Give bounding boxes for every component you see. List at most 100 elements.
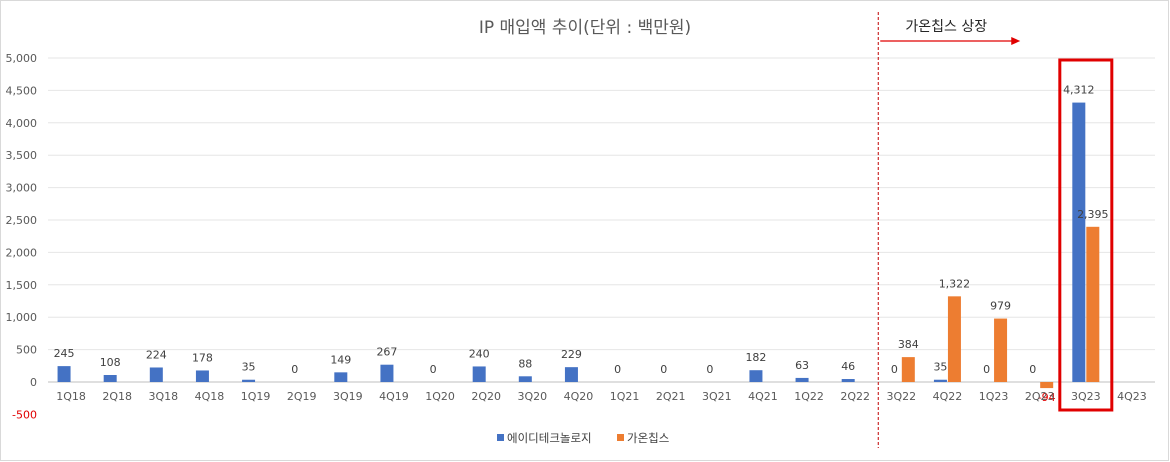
y-tick-label: 500 — [16, 344, 37, 357]
y-tick-label: 3,000 — [6, 182, 38, 195]
x-tick-label-4q22: 4Q22 — [933, 390, 963, 403]
x-tick-label-4q23: 4Q23 — [1117, 390, 1147, 403]
y-axis: -500 0 500 1,000 1,500 2,000 2,500 3,000 3,500 4,… — [6, 52, 38, 421]
chart-title: IP 매입액 추이(단위 : 백만원) — [479, 18, 691, 38]
data-label-series1-2q22: 46 — [841, 360, 855, 373]
x-tick-label-1q21: 1Q21 — [610, 390, 640, 403]
data-label-series2-3q23: 2,395 — [1077, 208, 1109, 221]
data-label-series1-3q23: 4,312 — [1063, 84, 1095, 97]
bar-series2-3q22 — [901, 357, 915, 382]
bar-series1-3q23 — [1072, 102, 1086, 382]
bar-series2-4q22 — [947, 296, 961, 382]
legend-label-series1: 에이디테크놀로지 — [507, 431, 592, 445]
data-label-series1-1q18: 245 — [54, 347, 75, 360]
x-tick-label-1q18: 1Q18 — [56, 390, 86, 403]
data-label-series1-2q21: 0 — [660, 363, 667, 376]
x-tick-label-3q18: 3Q18 — [148, 390, 178, 403]
bar-series2-2q23 — [1040, 382, 1054, 389]
highlight-box-3q23 — [1058, 58, 1114, 412]
x-tick-label-2q21: 2Q21 — [656, 390, 686, 403]
data-label-series1-4q19: 267 — [376, 346, 397, 359]
x-tick-label-4q19: 4Q19 — [379, 390, 409, 403]
x-tick-label-3q22: 3Q22 — [886, 390, 916, 403]
legend-label-series2: 가온칩스 — [627, 431, 669, 445]
data-label-series1-3q20: 88 — [518, 357, 532, 370]
x-tick-label-4q21: 4Q21 — [748, 390, 778, 403]
x-tick-label-4q18: 4Q18 — [195, 390, 225, 403]
x-tick-label-2q22: 2Q22 — [840, 390, 870, 403]
bar-series1-1q18 — [57, 366, 71, 382]
x-axis: 1Q18 2Q18 3Q18 4Q18 1Q19 2Q19 3Q19 4Q19 1Q20 2Q20… — [56, 390, 1147, 403]
data-label-series1-4q20: 229 — [561, 348, 582, 361]
data-label-series2-1q23: 979 — [990, 300, 1011, 313]
data-label-series1-4q18: 178 — [192, 351, 213, 364]
y-tick-label: 4,500 — [6, 84, 38, 97]
bar-series1-2q22 — [841, 379, 855, 382]
bar-series1-2q20 — [472, 366, 486, 382]
y-tick-label: 2,500 — [6, 214, 38, 227]
x-tick-label-2q20: 2Q20 — [471, 390, 501, 403]
data-label-series2-4q22: 1,322 — [939, 277, 971, 290]
data-label-series2-3q22: 384 — [898, 338, 919, 351]
data-label-series1-4q22: 35 — [933, 361, 947, 374]
annotations: 가온칩스 상장 — [877, 12, 1114, 448]
x-tick-label-3q23: 3Q23 — [1071, 390, 1101, 403]
y-tick-label: 3,500 — [6, 149, 38, 162]
data-label-series1-2q18: 108 — [100, 356, 121, 369]
gridlines — [48, 57, 1155, 383]
y-tick-label: 4,000 — [6, 117, 38, 130]
y-tick-label: 5,000 — [6, 52, 38, 65]
data-label-series1-1q22: 63 — [795, 359, 809, 372]
data-label-series1-2q20: 240 — [469, 347, 490, 360]
data-label-series1-1q21: 0 — [614, 363, 621, 376]
legend-swatch-series2 — [617, 434, 624, 441]
bar-series1-4q19 — [380, 364, 394, 382]
y-tick-label: 1,000 — [6, 311, 38, 324]
legend-swatch-series1 — [497, 434, 504, 441]
bar-series1-4q18 — [195, 370, 209, 382]
y-tick-label: -500 — [12, 408, 37, 421]
y-tick-label: 2,000 — [6, 246, 38, 259]
bar-series1-3q18 — [149, 367, 163, 382]
bar-series1-1q19 — [242, 379, 256, 382]
listing-arrow-head — [1011, 37, 1021, 45]
bar-series1-4q20 — [564, 367, 578, 382]
x-tick-label-3q20: 3Q20 — [517, 390, 547, 403]
x-tick-label-1q20: 1Q20 — [425, 390, 455, 403]
data-label-series1-3q22: 0 — [891, 363, 898, 376]
x-tick-label-2q19: 2Q19 — [287, 390, 317, 403]
x-tick-label-1q22: 1Q22 — [794, 390, 824, 403]
bars — [57, 102, 1100, 389]
bar-series1-3q19 — [334, 372, 348, 382]
data-label-series1-2q23: 0 — [1029, 363, 1036, 376]
x-tick-label-1q23: 1Q23 — [979, 390, 1009, 403]
data-label-series1-3q21: 0 — [706, 363, 713, 376]
x-tick-label-4q20: 4Q20 — [564, 390, 594, 403]
data-label-series1-1q20: 0 — [430, 363, 437, 376]
data-labels: 245 108 224 178 35 0 149 267 0 240 88 229 0 0 0 182 63 46… — [54, 84, 1109, 405]
data-label-series1-3q19: 149 — [330, 353, 351, 366]
listing-annotation: 가온칩스 상장 — [905, 19, 987, 35]
data-label-series1-1q23: 0 — [983, 363, 990, 376]
x-tick-label-2q23: 2Q23 — [1025, 390, 1055, 403]
x-tick-label-1q19: 1Q19 — [241, 390, 271, 403]
data-label-series1-1q19: 35 — [242, 361, 256, 374]
bar-series1-3q20 — [518, 376, 532, 382]
bar-series1-2q18 — [103, 375, 117, 382]
data-label-series1-3q18: 224 — [146, 348, 167, 361]
bar-series1-4q21 — [749, 370, 763, 382]
y-tick-label: 0 — [30, 376, 37, 389]
legend: 에이디테크놀로지 가온칩스 — [497, 431, 669, 445]
bar-series1-1q22 — [795, 377, 809, 382]
data-label-series1-4q21: 182 — [745, 351, 766, 364]
bar-series2-1q23 — [994, 318, 1008, 382]
x-tick-label-3q21: 3Q21 — [702, 390, 732, 403]
bar-series1-4q22 — [933, 379, 947, 382]
bar-series2-3q23 — [1086, 226, 1100, 382]
y-tick-label: 1,500 — [6, 279, 38, 292]
x-tick-label-3q19: 3Q19 — [333, 390, 363, 403]
data-label-series2-2q23: -94 — [1038, 391, 1056, 404]
